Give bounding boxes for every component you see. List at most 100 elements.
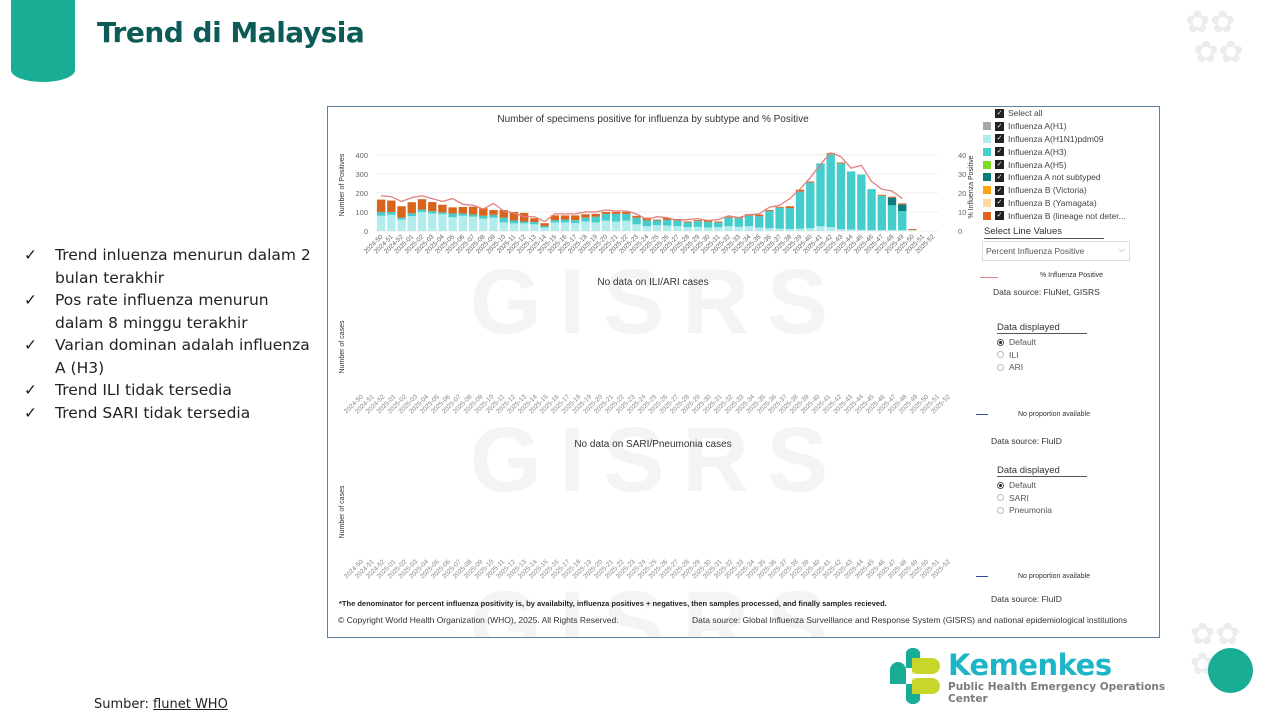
bar-segment <box>458 213 468 216</box>
gisrs-watermark: GISRS <box>470 251 846 353</box>
bar-segment <box>540 226 549 228</box>
bar-segment <box>652 220 662 226</box>
line-legend-label: % Influenza Positive <box>1040 272 1104 279</box>
bullet-item: ✓ Varian dominan adalah influenza A (H3) <box>24 334 314 379</box>
legend-item[interactable]: ✓ Influenza A not subtyped <box>983 171 1126 184</box>
bullet-text: Trend inluenza menurun dalam 2 bulan ter… <box>55 246 311 287</box>
checkbox-icon[interactable]: ✓ <box>995 211 1004 221</box>
bar-segment <box>724 217 733 227</box>
source-link[interactable]: flunet WHO <box>153 697 228 712</box>
checkmark-icon: ✓ <box>24 291 37 309</box>
bar-segment <box>611 211 621 214</box>
bar-segment <box>714 227 723 231</box>
y2-tick-label: 20 <box>958 189 966 198</box>
gisrs-watermark: GISRS <box>470 573 846 638</box>
kemenkes-logo-icon <box>890 648 940 704</box>
radio-icon[interactable] <box>997 494 1004 502</box>
checkbox-icon[interactable]: ✓ <box>995 160 1004 170</box>
legend-item[interactable]: ✓ Influenza A(H1) <box>983 120 1126 133</box>
legend-select-all[interactable]: ✓ Select all <box>995 108 1043 119</box>
bar-segment <box>417 211 427 231</box>
logo-brand: Kemenkes <box>948 648 1112 682</box>
legend-swatch <box>983 198 991 207</box>
radio-icon[interactable] <box>997 481 1004 489</box>
bar-segment <box>468 206 478 215</box>
logo-subtitle: Public Health Emergency Operations Cente… <box>948 681 1166 705</box>
radio-icon[interactable] <box>997 363 1004 371</box>
bar-segment <box>642 226 651 231</box>
legend-item[interactable]: ✓ Influenza A(H5) <box>983 158 1126 171</box>
bar-segment <box>663 218 672 220</box>
bar-segment <box>438 212 447 215</box>
bar-segment <box>826 227 835 231</box>
bar-segment <box>601 220 611 231</box>
checkbox-icon[interactable]: ✓ <box>995 108 1004 118</box>
bar-segment <box>601 211 611 214</box>
radio-icon[interactable] <box>997 338 1004 346</box>
panel2-data-source: Data source: FluID <box>991 436 1062 446</box>
bar-segment <box>734 218 743 227</box>
checkbox-icon[interactable]: ✓ <box>995 147 1004 157</box>
bar-segment <box>591 213 600 217</box>
checkbox-icon[interactable]: ✓ <box>995 134 1004 144</box>
radio-icon[interactable] <box>997 351 1004 359</box>
line-values-dropdown[interactable]: Percent Influenza Positive ⌵ <box>982 241 1130 261</box>
legend-item[interactable]: ✓ Influenza B (Victoria) <box>983 184 1126 197</box>
bar-segment <box>683 222 692 228</box>
subtype-legend: ✓ Select all ✓ Influenza A(H1) ✓ Influenza … <box>983 107 1126 222</box>
bar-segment <box>693 226 703 231</box>
bar-segment <box>571 223 580 231</box>
legend-swatch <box>983 147 991 156</box>
bar-segment <box>448 217 457 231</box>
radio-option-sari[interactable]: SARI <box>997 492 1087 505</box>
legend-item[interactable]: ✓ Influenza B (lineage not deter... <box>983 209 1126 222</box>
gisrs-watermark: GISRS <box>470 409 846 511</box>
panel1-data-source: Data source: FluNet, GISRS <box>993 287 1100 297</box>
panel3-data-displayed: Data displayed Default SARI Pneumonia <box>997 465 1087 517</box>
radio-icon[interactable] <box>997 506 1004 514</box>
chart-title: Number of specimens positive for influen… <box>497 114 809 125</box>
bar-segment <box>898 230 907 231</box>
bar-segment <box>550 220 560 223</box>
bar-segment <box>499 222 508 231</box>
bar-segment <box>458 207 468 214</box>
bar-segment <box>550 222 560 231</box>
bar-segment <box>846 229 856 231</box>
bar-segment <box>622 220 631 231</box>
radio-option-default[interactable]: Default <box>997 479 1087 492</box>
data-source-bottom: Data source: Global Influenza Surveillan… <box>692 615 1128 625</box>
legend-swatch <box>983 211 991 220</box>
checkbox-icon[interactable]: ✓ <box>995 121 1004 131</box>
bar-segment <box>775 207 784 229</box>
bar-segment <box>734 226 743 231</box>
bar-segment <box>622 211 631 214</box>
bar-segment <box>806 228 815 231</box>
legend-item[interactable]: ✓ Influenza A(H1N1)pdm09 <box>983 133 1126 146</box>
bar-segment <box>826 153 835 228</box>
legend-swatch <box>983 122 991 131</box>
bullet-text: Trend SARI tidak tersedia <box>55 403 251 422</box>
bar-segment <box>438 204 447 213</box>
radio-option-pneumonia[interactable]: Pneumonia <box>997 504 1087 517</box>
header-accent-tab <box>11 0 75 82</box>
legend-item[interactable]: ✓ Influenza B (Yamagata) <box>983 197 1126 210</box>
checkbox-icon[interactable]: ✓ <box>995 172 1004 182</box>
bar-segment <box>765 210 774 211</box>
radio-option-default[interactable]: Default <box>997 336 1087 349</box>
bar-segment <box>438 214 447 231</box>
checkbox-icon[interactable]: ✓ <box>995 185 1004 195</box>
bar-segment <box>877 194 886 196</box>
legend-item[interactable]: ✓ Influenza A(H3) <box>983 145 1126 158</box>
bar-segment <box>652 225 662 231</box>
bar-segment <box>754 227 764 231</box>
bullet-item: ✓ Trend ILI tidak tersedia <box>24 379 314 402</box>
radio-option-ili[interactable]: ILI <box>997 349 1087 362</box>
bar-segment <box>642 220 651 227</box>
bar-segment <box>632 215 641 218</box>
radio-option-ari[interactable]: ARI <box>997 361 1087 374</box>
checkbox-icon[interactable]: ✓ <box>995 198 1004 208</box>
legend-label: Influenza A(H1) <box>1008 121 1067 132</box>
bar-segment <box>468 216 478 231</box>
bar-segment <box>417 209 427 212</box>
flunet-dashboard: GISRS GISRS GISRS Number of specimens posit… <box>327 106 1160 638</box>
